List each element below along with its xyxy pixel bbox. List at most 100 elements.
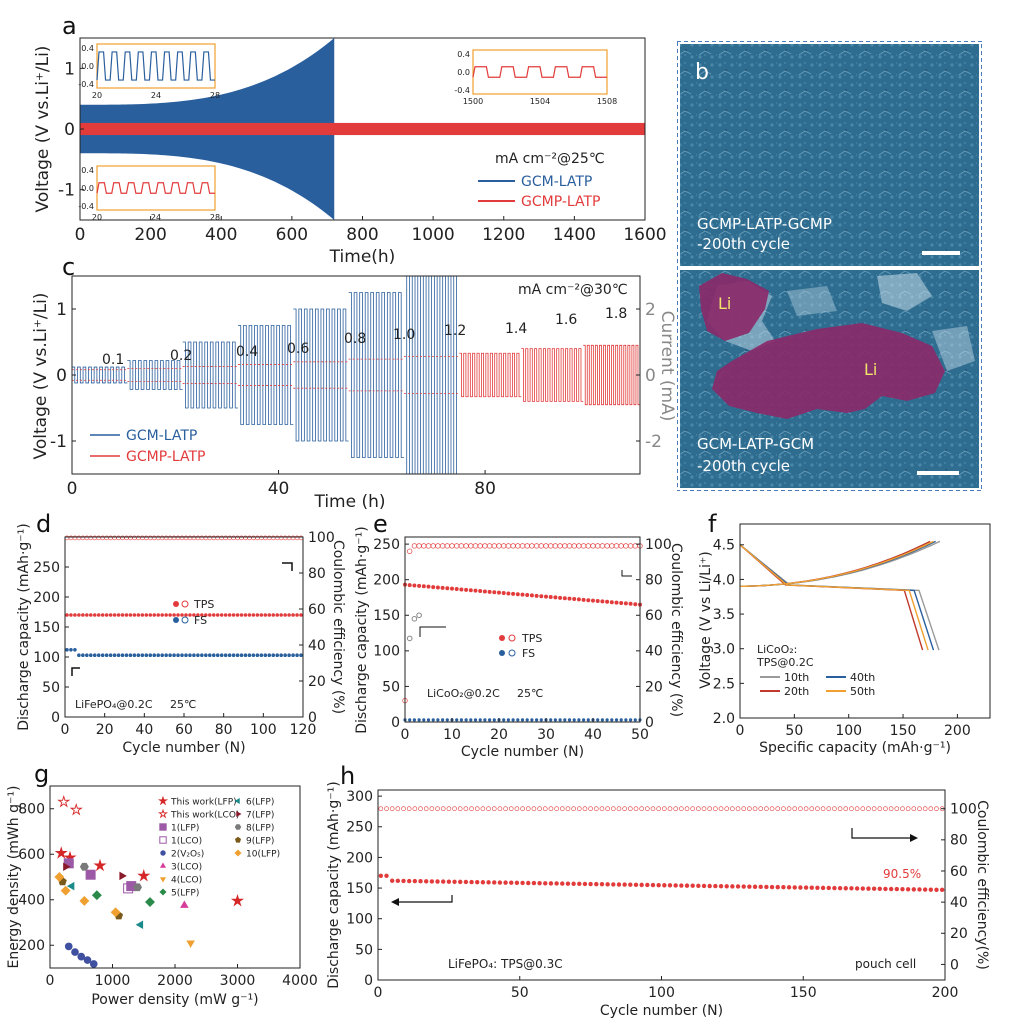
panel-g-ytick-label: 800 (18, 802, 45, 818)
inset-red-early-frame (96, 165, 216, 211)
point-fs-capacity-d (299, 653, 303, 657)
step-label: 0.6 (287, 341, 309, 357)
point-tps-capacity-d (172, 613, 176, 617)
legend-marker-2-V-O--g (160, 850, 166, 856)
point-This-work-LFP--g (137, 868, 151, 882)
point-fs-capacity-e (582, 718, 586, 722)
point-efficiency-h (429, 806, 435, 811)
point-efficiency-h (820, 806, 826, 811)
point-fs-capacity-d (120, 653, 125, 657)
point-tps-efficiency-e (623, 543, 629, 549)
point-efficiency-h (611, 806, 616, 811)
point-tps-efficiency-e (421, 543, 427, 549)
point-capacity-h (900, 886, 905, 892)
point-efficiency-h (582, 806, 588, 811)
point-efficiency-h (571, 806, 576, 811)
panel-a-legend-title: mA cm⁻²@25℃ (495, 151, 605, 167)
point-capacity-h (543, 881, 548, 886)
panel-h-y2-ytick-label: 100 (950, 802, 977, 818)
point-This-work-LFP--g (230, 893, 245, 907)
panel-d-ytick-label: 150 (33, 620, 60, 636)
point-tps-capacity-d (247, 613, 252, 617)
panel-c-y2-ytick-label: -2 (645, 432, 662, 452)
legend-marker-fs-e (499, 650, 505, 656)
panel-h-ytick-label: 250 (346, 820, 373, 836)
point-capacity-h (758, 884, 763, 890)
point-efficiency-h (599, 806, 605, 811)
point-tps-capacity-e (614, 600, 619, 605)
point-fs-capacity-e (535, 718, 539, 722)
panel-d-xtick-label: 120 (290, 722, 317, 738)
point-2-V-O--g (71, 948, 79, 956)
point-fs-capacity-e (469, 718, 473, 722)
legend-label-This-work-LCO--g: This work(LCO) (170, 811, 239, 821)
point-capacity-h (514, 880, 520, 886)
panel-c-y2-ytick-label: 0 (645, 366, 656, 386)
legend-label-tps-e: TPS (521, 632, 542, 645)
point-fs-capacity-d (116, 653, 121, 657)
point-fs-capacity-e (563, 718, 567, 722)
legend-marker-fs-d (173, 617, 179, 623)
legend-label-20th-f: 20th (784, 685, 809, 698)
point-tps-efficiency-e (416, 543, 422, 549)
legend-label-5-LFP--g: 5(LFP) (171, 889, 199, 899)
point-efficiency-h (701, 806, 707, 811)
sem-top-label-2: -200th cycle (697, 235, 790, 253)
panel-a-xtick-label: 1000 (411, 225, 454, 245)
point-capacity-h (446, 879, 452, 884)
axis-arrow-head-left-h (391, 898, 399, 906)
point-tps-capacity-d (104, 613, 109, 617)
point-tps-capacity-d (160, 613, 164, 617)
panel-e-ytick-label: 150 (373, 608, 400, 624)
point-fs-capacity-d (192, 653, 196, 657)
point-tps-efficiency-e (477, 543, 483, 549)
point-This-work-LFP--g (54, 846, 68, 859)
point-fs-capacity-e (506, 718, 510, 722)
panel-f-xtick-label: 150 (890, 723, 917, 739)
panel-c-xtick-label: 80 (474, 479, 496, 499)
point-tps-capacity-e (468, 588, 473, 593)
step-label: 1.6 (555, 312, 577, 328)
inset-blue-xtick-label: 24 (151, 91, 161, 100)
panel-d-frame (64, 536, 304, 718)
legend-label-8-LFP--g: 8(LFP) (246, 824, 274, 834)
point-fs-capacity-d (112, 653, 117, 657)
panel-f-ytick-label: 3.5 (713, 607, 735, 623)
point-efficiency-h (843, 806, 849, 811)
point-tps-efficiency-e (496, 543, 502, 549)
point-capacity-h (378, 873, 384, 879)
panel-d-xtick-label: 100 (250, 722, 277, 738)
series-discharge-40th-f (739, 544, 935, 651)
point-capacity-h (854, 886, 860, 891)
point-efficiency-h (537, 806, 542, 811)
point-efficiency-h (860, 806, 866, 811)
point-capacity-h (611, 882, 616, 887)
series-gcmp-latp-a (80, 122, 645, 136)
point-capacity-h (594, 881, 599, 887)
inset-red-early-xtick-label: 24 (151, 213, 161, 222)
panel-d-temp: 25℃ (170, 698, 196, 711)
panel-e-ytick-label: 100 (373, 644, 400, 660)
panel-d-ytick-label: 250 (33, 560, 60, 576)
sem-top-image (680, 44, 979, 266)
panel-a-xtick-label: 0 (75, 225, 86, 245)
point-tps-capacity-d (144, 613, 149, 617)
point-fs-capacity-e (610, 718, 614, 722)
point-fs-capacity-d (188, 653, 192, 657)
point-tps-efficiency-e (407, 548, 413, 554)
point-tps-capacity-d (156, 613, 161, 617)
point-efficiency-h (809, 806, 815, 811)
point-1-LFP--g (85, 869, 96, 880)
point-tps-efficiency-e (524, 543, 530, 549)
panel-letter-a: a (62, 12, 77, 40)
panel-h-xtick-label: 200 (932, 985, 959, 1001)
point-capacity-h (384, 873, 389, 879)
panel-c-y2-ytick-label: 2 (645, 300, 656, 320)
point-tps-efficiency-e (627, 543, 634, 549)
panel-letter-e: e (373, 510, 388, 538)
point-8-LFP--g (133, 883, 142, 892)
point-capacity-h (475, 879, 480, 885)
point-tps-efficiency-e (435, 543, 441, 549)
point-capacity-h (673, 883, 678, 888)
point-efficiency-h (684, 806, 690, 811)
